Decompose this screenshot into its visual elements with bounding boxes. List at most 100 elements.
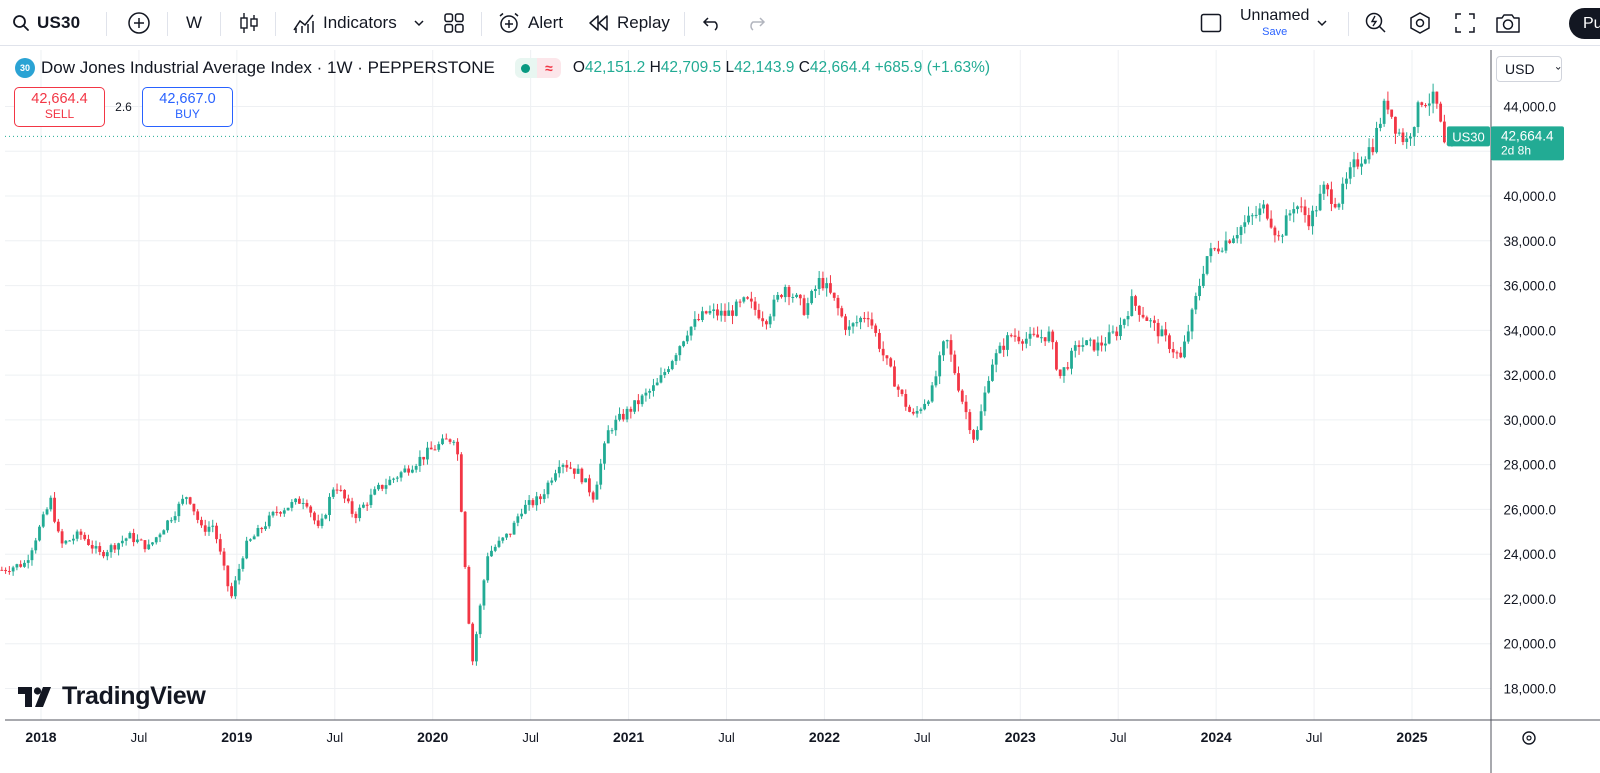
currency-select[interactable]: USD — [1496, 56, 1562, 82]
publish-button[interactable]: Pu — [1569, 8, 1600, 39]
candle-body — [1348, 167, 1352, 179]
sell-button[interactable]: 42,664.4 SELL — [14, 87, 105, 127]
candle-body — [659, 375, 663, 383]
candle-body — [501, 537, 505, 541]
fullscreen-button[interactable] — [1454, 0, 1476, 46]
undo-button[interactable] — [702, 0, 722, 46]
candle-body — [1107, 332, 1111, 344]
candle-body — [151, 542, 154, 545]
candle-body — [1352, 159, 1356, 168]
candle-body — [1156, 322, 1160, 337]
layout-checkbox[interactable] — [1200, 0, 1222, 46]
chart-background — [5, 50, 1600, 773]
candle-body — [1051, 331, 1055, 343]
y-tick-label: 28,000.0 — [1503, 458, 1556, 473]
candle-body — [576, 468, 580, 474]
candle-body — [1126, 315, 1130, 320]
candle-body — [851, 323, 855, 327]
candle-body — [734, 301, 738, 316]
candle-body — [648, 390, 652, 393]
candle-body — [896, 386, 900, 390]
candle-body — [527, 500, 531, 505]
candle-body — [610, 430, 614, 432]
snapshot-button[interactable] — [1495, 0, 1521, 46]
candle-body — [674, 355, 678, 362]
candle-body — [184, 497, 188, 499]
candle-body — [162, 530, 166, 535]
candle-body — [655, 382, 659, 386]
indicators-button[interactable]: Indicators — [292, 0, 397, 46]
candle-body — [207, 526, 211, 532]
alert-button[interactable]: Alert — [497, 0, 563, 46]
candle-body — [1254, 214, 1258, 216]
candle-body — [795, 294, 798, 297]
layout-menu[interactable]: Unnamed Save — [1240, 0, 1328, 46]
buy-button[interactable]: 42,667.0 BUY — [142, 87, 233, 127]
axis-settings-icon[interactable] — [1522, 731, 1536, 745]
candle-body — [1314, 210, 1318, 212]
symbol-search[interactable]: US30 — [12, 0, 80, 46]
candle-body — [490, 550, 493, 557]
candle-body — [968, 412, 972, 431]
candle-body — [26, 560, 30, 563]
candles-icon — [240, 13, 258, 33]
candle-body — [275, 511, 279, 513]
candle-body — [339, 489, 343, 491]
candle-body — [471, 623, 475, 662]
chart-type-button[interactable] — [238, 0, 260, 46]
candle-body — [452, 441, 456, 443]
templates-button[interactable] — [443, 0, 465, 46]
y-tick-label: 26,000.0 — [1503, 502, 1556, 517]
candle-body — [1360, 163, 1363, 167]
replay-button[interactable]: Replay — [588, 0, 670, 46]
candle-body — [335, 489, 339, 491]
candle-body — [862, 317, 866, 319]
candle-body — [772, 299, 776, 317]
candle-body — [1394, 116, 1397, 134]
candle-body — [1281, 235, 1284, 237]
candle-body — [392, 478, 395, 480]
candle-body — [120, 540, 124, 544]
candle-body — [821, 277, 825, 289]
candle-body — [1247, 215, 1250, 223]
candle-body — [441, 438, 444, 445]
candle-body — [802, 298, 806, 315]
toolbar-divider — [106, 12, 107, 36]
redo-button[interactable] — [746, 0, 766, 46]
candle-body — [719, 310, 723, 316]
candle-body — [34, 540, 38, 551]
candle-body — [1209, 248, 1213, 257]
settings-button[interactable] — [1408, 0, 1432, 46]
save-link[interactable]: Save — [1262, 26, 1288, 38]
candle-body — [697, 319, 701, 321]
candle-body — [1134, 296, 1137, 306]
market-status[interactable]: ≈ — [514, 58, 561, 78]
candle-body — [1375, 127, 1378, 153]
candle-body — [1205, 256, 1209, 274]
candle-body — [889, 358, 893, 367]
candle-body — [1081, 345, 1085, 347]
candle-body — [1077, 345, 1081, 347]
candle-body — [911, 411, 915, 414]
indicators-dropdown[interactable] — [413, 0, 425, 46]
candle-body — [132, 533, 136, 543]
symbol-tag-label: US30 — [1452, 129, 1485, 144]
candle-body — [621, 413, 625, 420]
quick-search-button[interactable] — [1364, 0, 1388, 46]
tradingview-watermark[interactable]: TradingView — [18, 682, 206, 711]
candle-body — [1277, 235, 1281, 237]
candle-body — [380, 484, 384, 489]
candle-body — [1070, 350, 1073, 369]
candle-body — [1284, 215, 1288, 236]
candle-body — [983, 392, 987, 412]
candle-body — [482, 580, 486, 606]
interval-button[interactable]: W — [186, 0, 202, 46]
candle-body — [603, 443, 606, 464]
alarm-clock-icon — [499, 12, 519, 33]
legend-title[interactable]: Dow Jones Industrial Average Index · 1W … — [41, 58, 495, 77]
candle-body — [173, 516, 177, 521]
compare-button[interactable] — [127, 0, 151, 46]
candle-body — [584, 478, 588, 483]
replay-label: Replay — [617, 13, 670, 32]
